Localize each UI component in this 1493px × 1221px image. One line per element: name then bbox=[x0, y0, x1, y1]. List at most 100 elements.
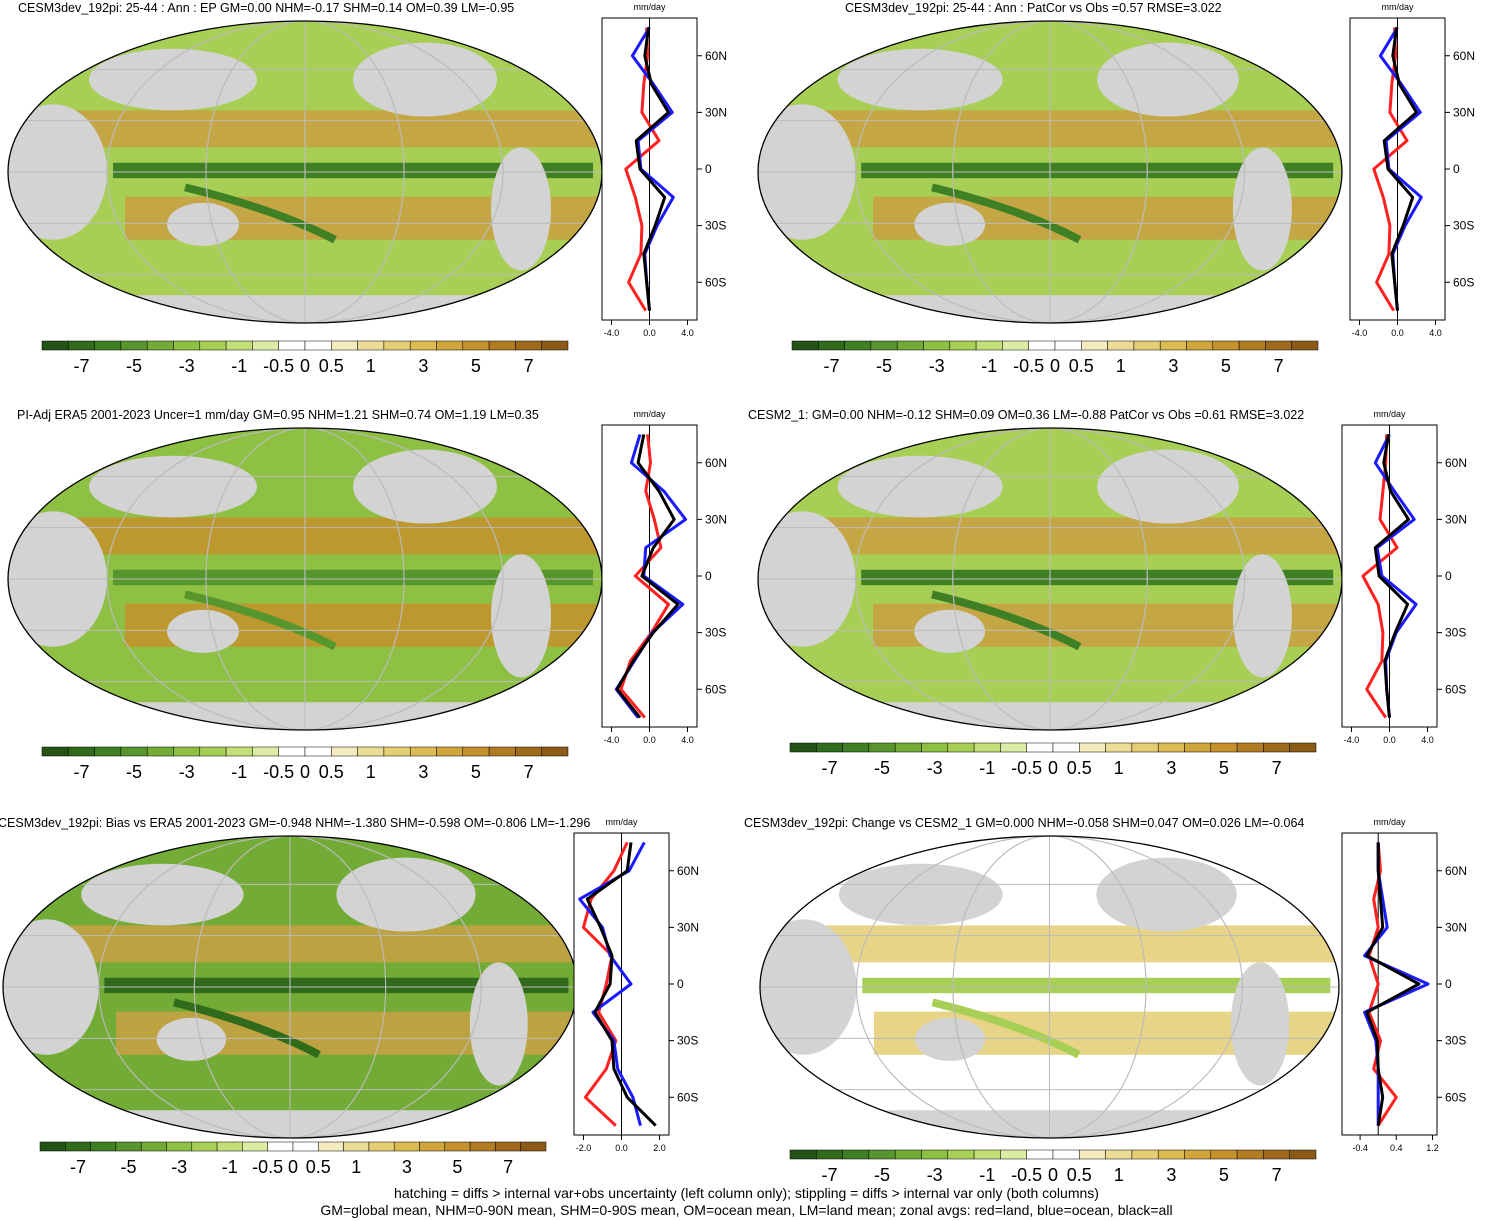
world-map bbox=[2, 835, 578, 1139]
colorbar-tick-label: -5 bbox=[874, 1165, 890, 1185]
colorbar-swatch bbox=[1000, 742, 1027, 753]
colorbar-swatch bbox=[1263, 1149, 1290, 1160]
south-america-land bbox=[1232, 554, 1292, 678]
colorbar-tick-label: 0 bbox=[1050, 356, 1060, 376]
map-field bbox=[758, 428, 1342, 730]
figure-caption: hatching = diffs > internal var+obs unce… bbox=[0, 1185, 1493, 1219]
zonal-units-label: mm/day bbox=[633, 2, 666, 12]
colorbar-tick-label: -0.5 bbox=[263, 762, 294, 782]
colorbar-tick-label: 0 bbox=[300, 356, 310, 376]
colorbar-swatch bbox=[1265, 340, 1292, 351]
itcz-band bbox=[861, 162, 1334, 179]
colorbar-swatch bbox=[267, 1141, 294, 1152]
colorbar-tick-label: 1 bbox=[1116, 356, 1126, 376]
lat-tick-label: 0 bbox=[677, 977, 684, 991]
colorbar-swatch bbox=[90, 1141, 117, 1152]
zonal-units-label: mm/day bbox=[1381, 2, 1414, 12]
colorbar-tick-label: -0.5 bbox=[252, 1157, 283, 1177]
north-america-land bbox=[353, 449, 497, 524]
north-america-land bbox=[1097, 449, 1239, 524]
x-tick-label: 4.0 bbox=[681, 735, 694, 745]
series-line-all bbox=[634, 27, 670, 311]
colorbar-swatch bbox=[383, 340, 411, 351]
lat-tick-label: 0 bbox=[705, 162, 712, 176]
colorbar-tick-label: 7 bbox=[1272, 758, 1282, 778]
colorbar-tick-label: -3 bbox=[179, 762, 195, 782]
colorbar-swatch bbox=[894, 1149, 922, 1160]
colorbar-swatch bbox=[870, 340, 898, 351]
zonal-units-label: mm/day bbox=[1373, 817, 1406, 827]
colorbar-tick-label: 3 bbox=[1166, 758, 1176, 778]
colorbar-tick-label: -7 bbox=[73, 762, 89, 782]
colorbar-swatch bbox=[1105, 1149, 1133, 1160]
colorbar-tick-label: -0.5 bbox=[1011, 1165, 1042, 1185]
colorbar-swatch bbox=[973, 1149, 1001, 1160]
colorbar-swatch bbox=[68, 746, 95, 757]
colorbar-tick-label: 0.5 bbox=[1067, 1165, 1092, 1185]
colorbar-tick-label: -7 bbox=[70, 1157, 86, 1177]
colorbar-swatch bbox=[1133, 340, 1161, 351]
north-america-land bbox=[1097, 42, 1239, 117]
spcz-band bbox=[173, 998, 321, 1059]
colorbar-swatch bbox=[923, 340, 951, 351]
map-outline bbox=[757, 20, 1343, 324]
zonal-mean-plot: mm/day 60N 30N 0 30S 60S -4.0 0.0 4.0 bbox=[1341, 409, 1467, 745]
colorbar-swatch bbox=[1107, 340, 1135, 351]
colorbar-swatch bbox=[1263, 742, 1290, 753]
colorbar-swatch bbox=[973, 742, 1001, 753]
series-line-ocean bbox=[578, 841, 646, 1126]
colorbar-swatch bbox=[278, 746, 306, 757]
colorbar-swatch bbox=[318, 1141, 344, 1152]
colorbar-swatch bbox=[1079, 1149, 1106, 1160]
colorbar-swatch bbox=[191, 1141, 218, 1152]
colorbar-swatch bbox=[357, 746, 385, 757]
colorbar-swatch bbox=[842, 1149, 870, 1160]
colorbar-tick-label: -1 bbox=[979, 758, 995, 778]
colorbar-tick-label: -1 bbox=[222, 1157, 238, 1177]
colorbar-swatch bbox=[1210, 1149, 1238, 1160]
x-tick-label: 2.0 bbox=[653, 1143, 666, 1153]
colorbar-swatch bbox=[252, 746, 279, 757]
colorbar-swatch bbox=[789, 742, 817, 753]
colorbar-tick-label: 7 bbox=[524, 356, 534, 376]
colorbar-tick-label: -0.5 bbox=[1013, 356, 1044, 376]
world-map bbox=[757, 20, 1343, 324]
colorbar-tick-label: -3 bbox=[927, 758, 943, 778]
colorbar-swatch bbox=[1291, 340, 1319, 351]
eurasia-land bbox=[89, 455, 257, 518]
colorbar-swatch bbox=[541, 340, 569, 351]
colorbar-tick-label: -7 bbox=[821, 1165, 837, 1185]
lat-tick-label: 60N bbox=[1453, 49, 1475, 63]
caption-line-2: GM=global mean, NHM=0-90N mean, SHM=0-90… bbox=[320, 1202, 1173, 1218]
x-tick-label: 0.0 bbox=[643, 735, 656, 745]
colorbar-swatch bbox=[469, 1141, 496, 1152]
north-america-land bbox=[336, 857, 476, 932]
colorbar-swatch bbox=[1186, 340, 1214, 351]
colorbar-swatch bbox=[1000, 1149, 1027, 1160]
colorbar: -7 -5 -3 -1 -0.5 0 0.5 1 3 5 7 bbox=[789, 1149, 1317, 1185]
itcz-band bbox=[862, 977, 1331, 994]
colorbar-tick-label: 7 bbox=[524, 762, 534, 782]
colorbar-swatch bbox=[1236, 1149, 1264, 1160]
colorbar-tick-label: 3 bbox=[418, 762, 428, 782]
colorbar-swatch bbox=[515, 746, 542, 757]
colorbar-tick-label: 5 bbox=[452, 1157, 462, 1177]
colorbar-swatch bbox=[140, 1141, 167, 1152]
colorbar-swatch bbox=[868, 1149, 896, 1160]
colorbar-swatch bbox=[419, 1141, 446, 1152]
colorbar-tick-label: -1 bbox=[231, 762, 247, 782]
colorbar: -7 -5 -3 -1 -0.5 0 0.5 1 3 5 7 bbox=[39, 1141, 547, 1177]
colorbar-swatch bbox=[1052, 1149, 1080, 1160]
lat-tick-label: 30N bbox=[677, 920, 699, 934]
colorbar-tick-label: -5 bbox=[874, 758, 890, 778]
lat-tick-label: 0 bbox=[1453, 162, 1460, 176]
itcz-band bbox=[861, 569, 1334, 586]
colorbar-tick-label: 0 bbox=[300, 762, 310, 782]
colorbar-swatch bbox=[393, 1141, 420, 1152]
world-map bbox=[7, 427, 603, 731]
map-outline bbox=[759, 835, 1340, 1139]
colorbar-swatch bbox=[1079, 742, 1106, 753]
colorbar-swatch bbox=[947, 1149, 975, 1160]
south-america-land bbox=[1230, 962, 1290, 1086]
colorbar-swatch bbox=[1105, 742, 1133, 753]
